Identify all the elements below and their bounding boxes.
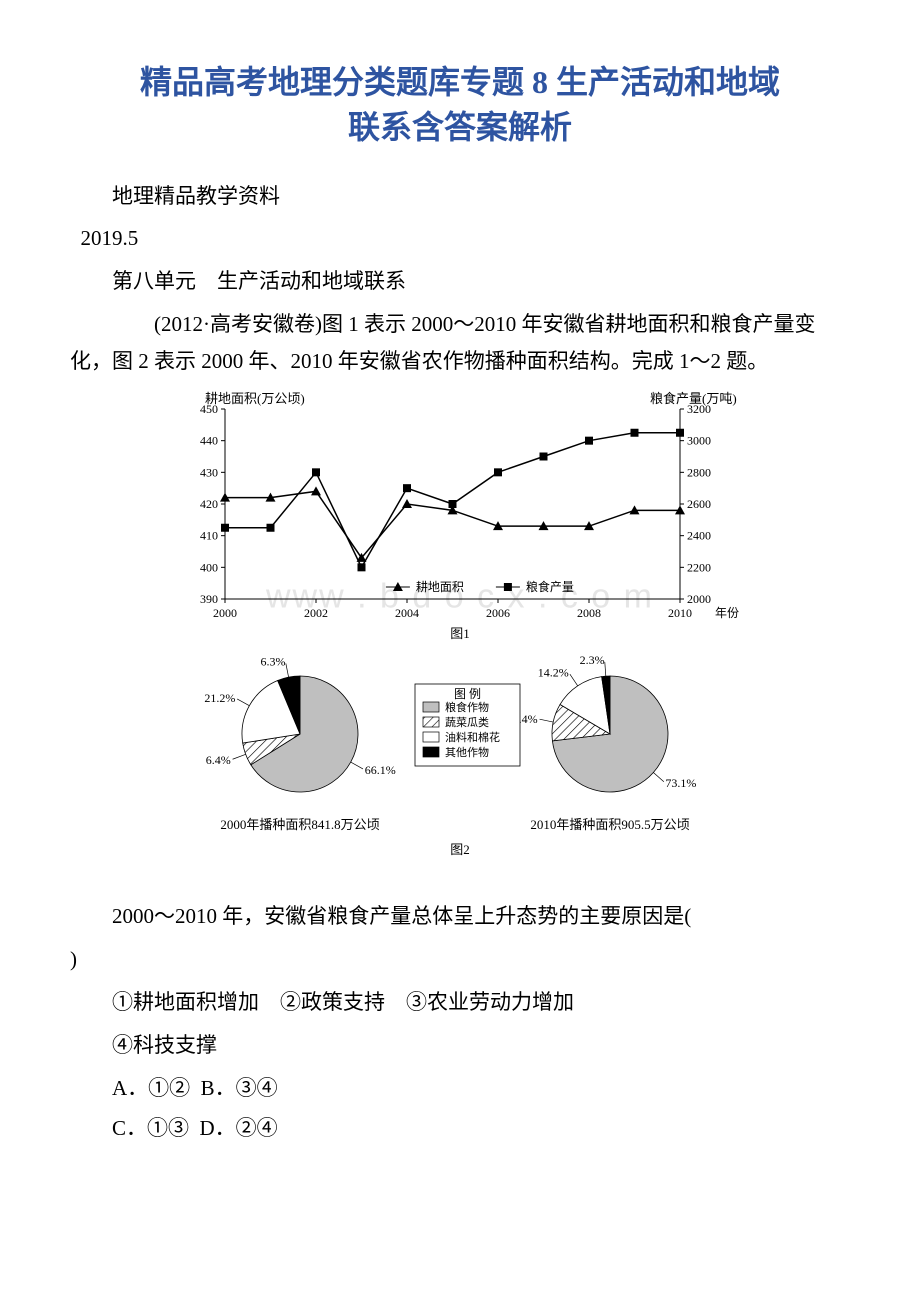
svg-text:2000: 2000 — [213, 606, 237, 620]
svg-text:油料和棉花: 油料和棉花 — [445, 730, 500, 744]
option-row-2: C．①③ D．②④ — [70, 1109, 850, 1149]
svg-text:耕地面积(万公顷): 耕地面积(万公顷) — [205, 391, 305, 406]
question-intro: (2012·高考安徽卷)图 1 表示 2000～2010 年安徽省耕地面积和粮食… — [70, 306, 850, 380]
svg-text:390: 390 — [200, 592, 218, 606]
stem-line1: ①耕地面积增加 ②政策支持 ③农业劳动力增加 — [70, 984, 850, 1021]
svg-text:410: 410 — [200, 529, 218, 543]
svg-text:图1: 图1 — [450, 626, 470, 641]
svg-text:2600: 2600 — [687, 497, 711, 511]
svg-text:图 例: 图 例 — [454, 687, 481, 701]
svg-text:73.1%: 73.1% — [665, 776, 696, 790]
svg-text:2400: 2400 — [687, 529, 711, 543]
title-line1: 精品高考地理分类题库专题 8 生产活动和地域 — [140, 64, 780, 100]
question-main: 2000～2010 年，安徽省粮食产量总体呈上升态势的主要原因是( — [70, 898, 850, 935]
svg-text:粮食产量: 粮食产量 — [526, 579, 574, 594]
svg-text:2200: 2200 — [687, 561, 711, 575]
svg-text:耕地面积: 耕地面积 — [416, 579, 464, 594]
svg-text:6.4%: 6.4% — [206, 753, 231, 767]
svg-text:6.3%: 6.3% — [260, 655, 285, 669]
page-title: 精品高考地理分类题库专题 8 生产活动和地域 联系含答案解析 — [70, 60, 850, 150]
svg-text:2004: 2004 — [395, 606, 419, 620]
svg-text:图2: 图2 — [450, 842, 470, 857]
question-main-pre: 2000～2010 年，安徽省粮食产量总体呈上升态势的主要原因是( — [112, 904, 691, 928]
svg-text:蔬菜瓜类: 蔬菜瓜类 — [445, 715, 489, 729]
svg-text:2.3%: 2.3% — [580, 654, 605, 668]
svg-text:420: 420 — [200, 497, 218, 511]
figure-block: www . b d o c x . c o m 3904004104204304… — [70, 389, 850, 884]
svg-text:3000: 3000 — [687, 434, 711, 448]
svg-text:2000: 2000 — [687, 592, 711, 606]
option-a: A．①② — [112, 1076, 190, 1100]
svg-text:2010: 2010 — [668, 606, 692, 620]
option-b: B．③④ — [201, 1076, 278, 1100]
chart2: 66.1%6.4%21.2%6.3%73.1%10.4%14.2%2.3%200… — [170, 649, 750, 879]
section-title: 第八单元 生产活动和地域联系 — [70, 263, 850, 300]
svg-text:2800: 2800 — [687, 466, 711, 480]
option-d: D．②④ — [200, 1116, 278, 1140]
title-line2: 联系含答案解析 — [348, 109, 572, 145]
svg-text:2008: 2008 — [577, 606, 601, 620]
svg-text:21.2%: 21.2% — [204, 691, 235, 705]
option-row-1: A．①② B．③④ — [70, 1069, 850, 1109]
svg-text:其他作物: 其他作物 — [445, 745, 489, 759]
chart1: 3904004104204304404502000220024002600280… — [170, 389, 750, 644]
svg-text:2000年播种面积841.8万公顷: 2000年播种面积841.8万公顷 — [220, 817, 379, 832]
svg-text:粮食产量(万吨): 粮食产量(万吨) — [650, 391, 737, 406]
subheading: 地理精品教学资料 — [70, 178, 850, 215]
svg-text:2010年播种面积905.5万公顷: 2010年播种面积905.5万公顷 — [530, 817, 689, 832]
svg-text:2002: 2002 — [304, 606, 328, 620]
stem-line2: ④科技支撑 — [70, 1027, 850, 1064]
svg-text:430: 430 — [200, 466, 218, 480]
svg-text:440: 440 — [200, 434, 218, 448]
date: 2019.5 — [70, 220, 850, 257]
svg-text:2006: 2006 — [486, 606, 510, 620]
svg-text:66.1%: 66.1% — [365, 763, 396, 777]
svg-text:400: 400 — [200, 561, 218, 575]
svg-text:粮食作物: 粮食作物 — [445, 700, 489, 714]
option-c: C．①③ — [112, 1116, 189, 1140]
svg-text:年份: 年份 — [715, 606, 739, 620]
question-main-close: ) — [70, 941, 850, 978]
svg-text:14.2%: 14.2% — [538, 666, 569, 680]
